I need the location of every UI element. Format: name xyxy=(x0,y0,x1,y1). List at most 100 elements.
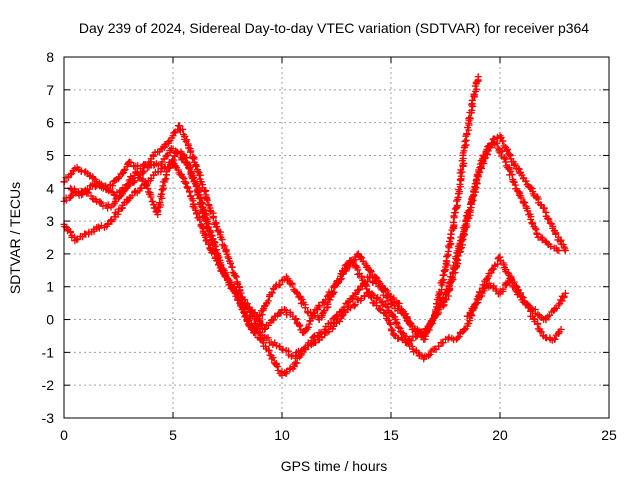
data-marker xyxy=(386,320,394,328)
data-marker xyxy=(545,215,553,223)
data-marker xyxy=(179,173,187,181)
data-marker xyxy=(201,231,209,239)
data-marker xyxy=(447,230,455,238)
data-marker xyxy=(157,190,165,198)
data-marker xyxy=(117,205,125,213)
axis-ticks: 0 5 10 15 20 25 -3 -2 -1 0 1 2 3 4 5 6 7 8 xyxy=(42,49,617,443)
data-marker xyxy=(174,122,182,130)
data-marker xyxy=(69,167,77,175)
data-marker xyxy=(186,148,194,156)
data-marker xyxy=(272,361,280,369)
data-marker xyxy=(528,185,536,193)
data-marker xyxy=(77,167,85,175)
data-marker xyxy=(73,236,81,244)
data-marker xyxy=(426,351,434,359)
data-marker xyxy=(269,354,277,362)
data-marker xyxy=(264,334,272,342)
data-marker xyxy=(265,347,273,355)
data-marker xyxy=(383,294,391,302)
data-marker xyxy=(288,281,296,289)
data-marker xyxy=(524,300,532,308)
data-marker xyxy=(455,333,463,341)
data-marker xyxy=(124,160,132,168)
x-tick-label: 15 xyxy=(383,427,399,443)
data-marker xyxy=(146,177,154,185)
data-marker xyxy=(540,204,548,212)
x-tick-label: 20 xyxy=(492,427,508,443)
data-marker xyxy=(86,185,94,193)
data-marker xyxy=(268,289,276,297)
data-marker xyxy=(123,181,131,189)
data-marker xyxy=(94,223,102,231)
data-marker xyxy=(194,167,202,175)
data-marker xyxy=(378,298,386,306)
data-marker xyxy=(318,333,326,341)
data-marker xyxy=(446,241,454,249)
data-marker xyxy=(509,177,517,185)
data-marker xyxy=(533,229,541,237)
data-marker xyxy=(298,346,306,354)
data-marker xyxy=(439,339,447,347)
data-marker xyxy=(428,318,436,326)
data-marker xyxy=(305,320,313,328)
data-marker xyxy=(114,210,122,218)
data-marker xyxy=(154,207,162,215)
data-marker xyxy=(109,182,117,190)
data-marker xyxy=(320,299,328,307)
data-marker xyxy=(91,183,99,191)
series-track-e xyxy=(463,273,565,344)
data-marker xyxy=(493,139,501,147)
data-marker xyxy=(205,201,213,209)
chart-title: Day 239 of 2024, Sidereal Day-to-day VTE… xyxy=(79,20,589,36)
data-marker xyxy=(111,176,119,184)
data-marker xyxy=(527,184,535,192)
y-tick-label: 3 xyxy=(46,213,54,229)
data-marker xyxy=(519,294,527,302)
data-marker xyxy=(237,302,245,310)
data-marker xyxy=(462,325,470,333)
data-marker xyxy=(331,319,339,327)
data-marker xyxy=(499,285,507,293)
data-marker xyxy=(457,172,465,180)
data-marker xyxy=(241,313,249,321)
data-marker xyxy=(351,301,359,309)
data-marker xyxy=(205,223,213,231)
data-marker xyxy=(70,185,78,193)
data-marker xyxy=(276,343,284,351)
data-marker xyxy=(128,192,136,200)
data-marker xyxy=(161,176,169,184)
data-marker xyxy=(440,267,448,275)
data-marker xyxy=(218,241,226,249)
data-marker xyxy=(463,130,471,138)
data-marker xyxy=(534,310,542,318)
data-marker xyxy=(316,303,324,311)
data-marker xyxy=(264,297,272,305)
data-marker xyxy=(425,352,433,360)
data-marker xyxy=(554,329,562,337)
data-marker xyxy=(405,336,413,344)
data-marker xyxy=(276,280,284,288)
data-marker xyxy=(435,342,443,350)
data-marker xyxy=(461,137,469,145)
data-marker xyxy=(304,323,312,331)
data-marker xyxy=(270,316,278,324)
data-marker xyxy=(394,323,402,331)
y-tick-label: 6 xyxy=(46,115,54,131)
data-marker xyxy=(310,333,318,341)
data-marker xyxy=(330,288,338,296)
y-tick-label: 2 xyxy=(46,246,54,262)
data-marker xyxy=(167,145,175,153)
x-axis-label: GPS time / hours xyxy=(281,458,388,474)
data-marker xyxy=(185,188,193,196)
data-marker xyxy=(480,152,488,160)
data-marker xyxy=(157,160,165,168)
x-tick-label: 10 xyxy=(274,427,290,443)
grid-lines xyxy=(64,57,609,418)
data-marker xyxy=(216,256,224,264)
data-marker xyxy=(224,253,232,261)
data-marker xyxy=(194,189,202,197)
data-marker xyxy=(373,294,381,302)
data-series xyxy=(60,73,569,379)
data-marker xyxy=(67,171,75,179)
